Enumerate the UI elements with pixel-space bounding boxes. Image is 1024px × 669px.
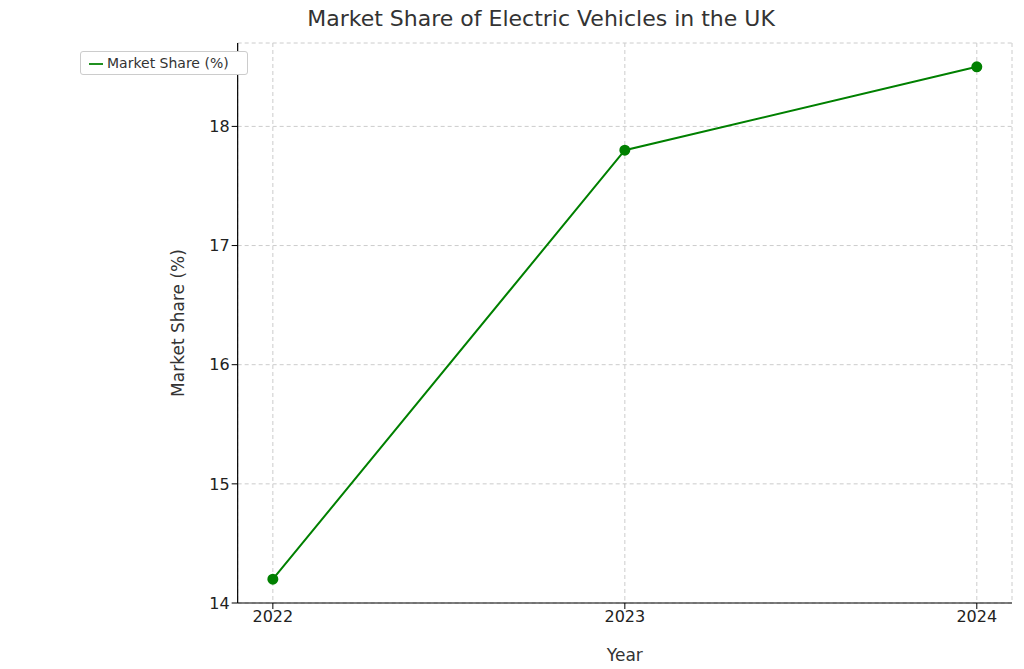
- svg-text:17: 17: [209, 236, 229, 255]
- svg-text:2023: 2023: [604, 607, 645, 626]
- svg-text:2024: 2024: [956, 607, 997, 626]
- svg-text:Market Share (%): Market Share (%): [168, 249, 188, 397]
- svg-text:2022: 2022: [252, 607, 293, 626]
- svg-text:14: 14: [209, 594, 229, 613]
- svg-text:18: 18: [209, 117, 229, 136]
- html-text:Market Share of Electric Vehic: Market Share of Electric Vehicles in the…: [307, 6, 775, 31]
- svg-text:Year: Year: [606, 645, 643, 665]
- html-text:Market Share (%): Market Share (%): [107, 55, 229, 71]
- svg-text:16: 16: [209, 355, 229, 374]
- svg-text:15: 15: [209, 475, 229, 494]
